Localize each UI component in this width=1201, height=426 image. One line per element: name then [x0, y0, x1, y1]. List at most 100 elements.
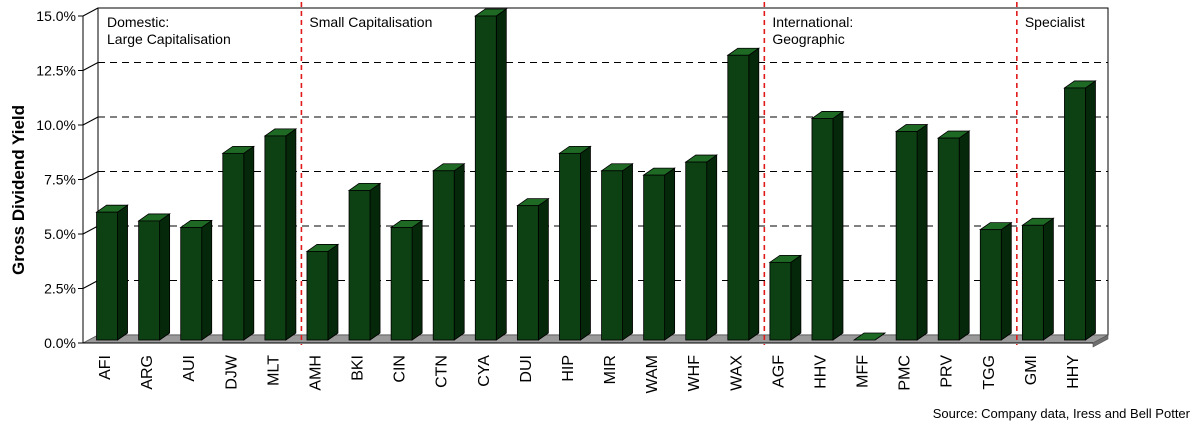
- gridline-wall: [82, 62, 99, 71]
- chart-floor: [82, 334, 1109, 348]
- bar-front: [432, 170, 455, 341]
- floor-side: [1092, 334, 1109, 348]
- x-label-AMH: AMH: [307, 355, 324, 391]
- bar-side: [706, 154, 718, 341]
- segment-label: Small Capitalisation: [309, 14, 432, 30]
- y-tick-label: 0.0%: [44, 335, 76, 351]
- x-label-WAX: WAX: [728, 355, 745, 391]
- gridline-wall: [82, 280, 99, 289]
- x-label-CTN: CTN: [434, 355, 451, 388]
- bar-AUI: [179, 219, 213, 341]
- bar-CIN: [389, 219, 424, 341]
- bar-MLT: [263, 128, 298, 341]
- bar-HHV: [810, 110, 845, 341]
- x-label-MFF: MFF: [855, 355, 872, 388]
- y-axis-ticks: 0.0% 2.5% 5.0% 7.5% 10.0% 12.5% 15.0%: [36, 8, 83, 351]
- bar-front: [979, 229, 1002, 341]
- bar-side: [916, 123, 928, 341]
- bar-side: [1042, 217, 1054, 341]
- x-label-BKI: BKI: [350, 355, 367, 381]
- x-label-AFI: AFI: [97, 355, 114, 380]
- bar-MIR: [600, 163, 634, 341]
- bar-front: [516, 205, 539, 341]
- y-axis-title: Gross Dividend Yield: [9, 105, 28, 275]
- bar-front: [1021, 224, 1044, 341]
- x-label-PRV: PRV: [939, 355, 956, 388]
- x-label-AGF: AGF: [770, 355, 787, 388]
- bar-side: [201, 219, 213, 341]
- segment-label: International:: [772, 14, 853, 30]
- bar-front: [348, 189, 371, 341]
- bar-front: [811, 118, 834, 341]
- bar-side: [748, 47, 760, 341]
- bar-front: [685, 161, 708, 341]
- bar-WAX: [726, 47, 761, 341]
- bar-front: [559, 152, 581, 341]
- x-axis-labels: AFI ARG AUI DJW MLT AMH BKI CIN CTN CYA DUI HIP MIR W…: [97, 354, 1082, 393]
- bar-side: [832, 110, 844, 341]
- x-label-GMI: GMI: [1023, 355, 1040, 385]
- x-label-AUI: AUI: [181, 355, 198, 382]
- bar-ARG: [137, 213, 171, 341]
- bar-front: [474, 15, 497, 341]
- bar-CYA: [474, 8, 508, 341]
- bar-side: [664, 167, 676, 341]
- bar-GMI: [1021, 217, 1055, 341]
- y-tick-label: 10.0%: [36, 117, 76, 133]
- x-label-PMC: PMC: [897, 355, 914, 391]
- bar-side: [243, 145, 255, 341]
- bar-side: [369, 182, 381, 341]
- bar-front: [390, 227, 413, 341]
- x-label-TGG: TGG: [981, 355, 998, 390]
- bar-front: [180, 227, 203, 341]
- bar-side: [1085, 80, 1096, 341]
- bar-side: [1000, 221, 1012, 341]
- bar-side: [495, 8, 507, 341]
- bar-front: [138, 220, 161, 341]
- y-tick-label: 5.0%: [44, 226, 76, 242]
- bar-side: [159, 213, 171, 341]
- x-label-CIN: CIN: [392, 355, 409, 383]
- gridline-wall: [82, 171, 99, 180]
- bar-BKI: [347, 182, 382, 341]
- bar-side: [790, 254, 802, 341]
- bar-HIP: [558, 145, 592, 341]
- bar-WAM: [642, 167, 676, 341]
- segment-label: Specialist: [1025, 14, 1085, 30]
- bar-front: [1064, 87, 1086, 341]
- bar-front: [769, 261, 792, 341]
- bar-side: [117, 204, 128, 341]
- bar-front: [643, 174, 666, 341]
- bar-side: [327, 243, 339, 341]
- bar-DJW: [221, 145, 256, 341]
- bar-front: [222, 152, 245, 341]
- y-tick-label: 7.5%: [44, 172, 76, 188]
- bar-side: [411, 219, 423, 341]
- x-label-HHY: HHY: [1065, 355, 1082, 389]
- bar-side: [537, 197, 549, 341]
- x-label-DJW: DJW: [223, 354, 240, 390]
- bar-side: [958, 130, 970, 341]
- y-tick-label: 15.0%: [36, 8, 76, 24]
- y-tick-label: 2.5%: [44, 281, 76, 297]
- x-label-HIP: HIP: [560, 355, 577, 382]
- bar-MFF: [852, 332, 887, 341]
- x-label-MIR: MIR: [602, 355, 619, 384]
- bar-PRV: [936, 130, 971, 341]
- bar-top: [852, 332, 887, 341]
- segment-label: Large Capitalisation: [107, 31, 231, 47]
- bar-front: [96, 211, 118, 341]
- x-label-CYA: CYA: [476, 355, 493, 387]
- bar-front: [895, 131, 918, 341]
- bar-WHF: [684, 154, 718, 341]
- bar-TGG: [979, 221, 1013, 341]
- bars-layer: [95, 8, 1097, 341]
- bar-CTN: [431, 163, 466, 341]
- bar-side: [285, 128, 297, 341]
- gridline-wall: [82, 225, 99, 235]
- bar-side: [453, 163, 465, 341]
- bar-front: [306, 251, 329, 341]
- x-label-WAM: WAM: [644, 355, 661, 394]
